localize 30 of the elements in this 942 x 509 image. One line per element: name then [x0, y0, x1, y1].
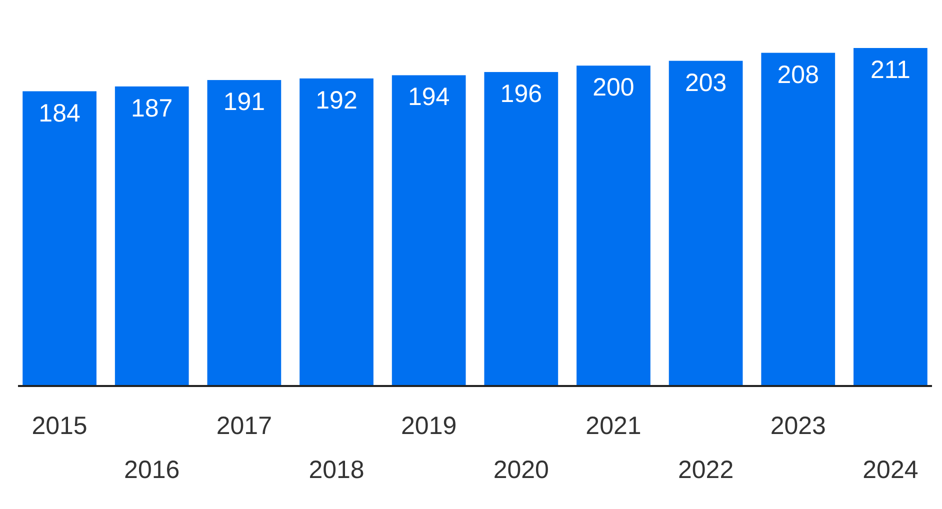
- x-tick-label: 2018: [308, 456, 364, 484]
- bar: [392, 75, 466, 386]
- x-tick-label: 2022: [678, 456, 734, 484]
- bar: [207, 80, 282, 386]
- data-label: 191: [223, 88, 266, 116]
- data-label: 184: [38, 99, 80, 128]
- bar: [576, 66, 650, 386]
- x-tick-label: 2016: [124, 456, 180, 484]
- x-tick-label: 2021: [586, 412, 642, 440]
- data-label: 192: [316, 86, 358, 114]
- data-label: 211: [870, 56, 910, 84]
- x-tick-label: 2015: [32, 412, 88, 440]
- x-tick-label: 2019: [401, 412, 457, 440]
- x-tick-label: 2023: [770, 412, 826, 440]
- x-tick-label: 2020: [493, 456, 549, 484]
- x-tick-label: 2024: [862, 456, 918, 484]
- data-label: 194: [408, 83, 450, 112]
- x-tick-label: 2017: [216, 412, 272, 440]
- bar: [114, 86, 189, 386]
- data-label: 196: [500, 80, 542, 108]
- data-label: 208: [777, 60, 819, 89]
- bar: [668, 60, 743, 386]
- data-label: 200: [592, 74, 634, 102]
- bar: [484, 72, 558, 386]
- data-label: 203: [684, 68, 727, 97]
- bar: [22, 91, 96, 386]
- bar: [854, 48, 928, 386]
- bar: [300, 78, 374, 386]
- data-label: 187: [131, 94, 173, 122]
- bar: [761, 52, 836, 386]
